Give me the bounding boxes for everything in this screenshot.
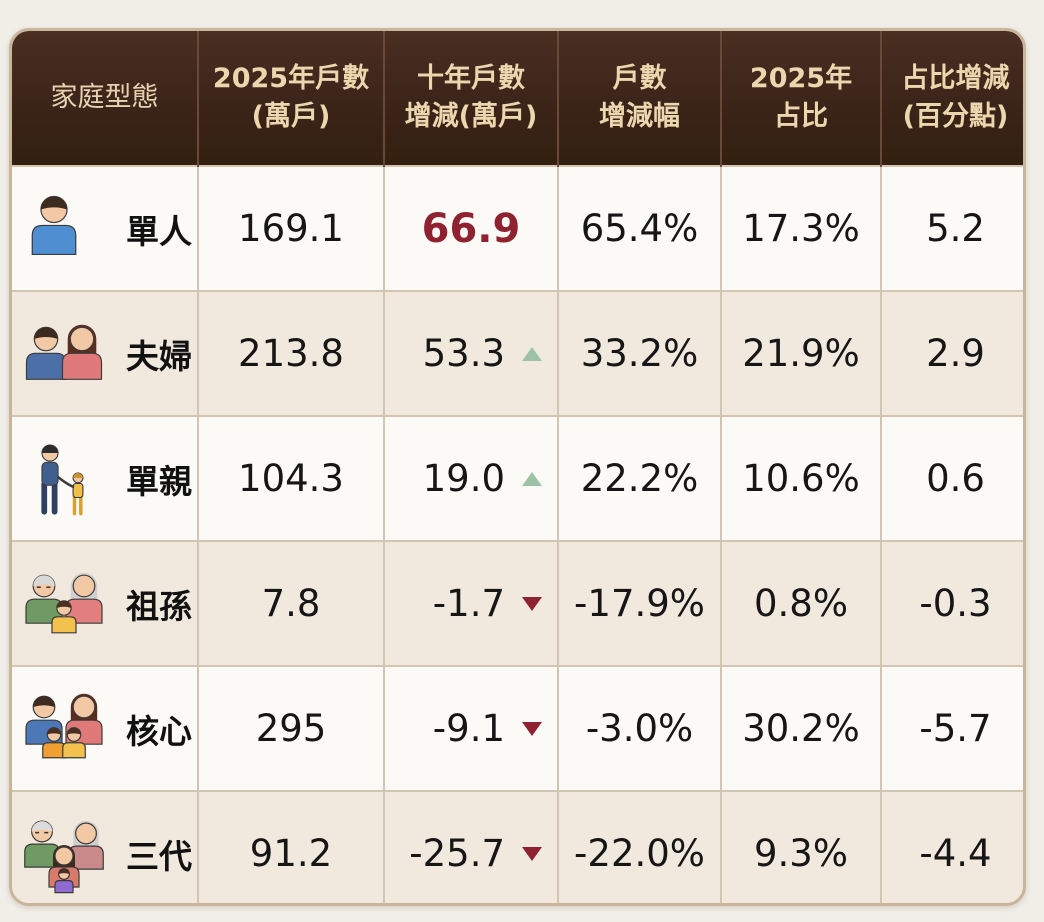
- triangle-up-icon: [522, 471, 542, 486]
- change-rate-cell: 65.4%: [558, 165, 722, 291]
- table-row: 核心 295 -9.1 -3.0% 30.2% -5.7: [12, 665, 1023, 791]
- household-table-card: 家庭型態 2025年戶數 (萬戶) 十年戶數 增減(萬戶) 戶數 增減幅 2025年 占比 占比增…: [9, 28, 1026, 906]
- column-header-line2: 增減(萬戶): [404, 101, 538, 132]
- ten-year-change-value: -1.7: [432, 582, 505, 625]
- ten-year-change-value: 53.3: [422, 332, 505, 375]
- household-type: 三代: [12, 814, 197, 894]
- ten-year-change: 19.0: [385, 457, 557, 500]
- share-2025-cell: 10.6%: [721, 415, 882, 541]
- three-generation-icon: [24, 820, 104, 893]
- column-header: 2025年戶數 (萬戶): [198, 31, 385, 166]
- column-header-line1: 2025年: [749, 63, 853, 94]
- household-type-cell: 單親: [12, 415, 199, 541]
- column-header-line2: (萬戶): [251, 101, 331, 132]
- ten-year-change-value: 66.9: [421, 205, 521, 252]
- household-type-label: 三代: [126, 836, 192, 876]
- table-row: 單人 169.1 66.9 65.4% 17.3% 5.2: [12, 165, 1023, 291]
- table-header-row: 家庭型態 2025年戶數 (萬戶) 十年戶數 增減(萬戶) 戶數 增減幅 2025年 占比 占比增…: [12, 31, 1023, 166]
- household-type: 單人: [12, 189, 197, 269]
- nuclear-family-icon: [25, 693, 103, 758]
- column-header-line2: 增減幅: [599, 101, 680, 132]
- ten-year-change-cell: 53.3: [384, 290, 559, 416]
- share-change-cell: -5.7: [881, 665, 1023, 791]
- ten-year-change: 53.3: [385, 332, 557, 375]
- table-row: 單親 104.3 19.0 22.2% 10.6% 0.6: [12, 415, 1023, 541]
- households-cell: 104.3: [198, 415, 385, 541]
- share-2025-cell: 21.9%: [721, 290, 882, 416]
- ten-year-change-value: -9.1: [432, 707, 505, 750]
- change-rate-cell: 33.2%: [558, 290, 722, 416]
- change-rate-cell: -22.0%: [558, 790, 722, 903]
- single-person-icon: [31, 195, 77, 255]
- table-row: 三代 91.2 -25.7 -22.0% 9.3% -4.4: [12, 790, 1023, 903]
- column-header-line1: 占比增減: [901, 63, 1010, 94]
- share-2025-cell: 9.3%: [721, 790, 882, 903]
- change-rate-cell: -17.9%: [558, 540, 722, 666]
- column-header: 占比增減 (百分點): [881, 31, 1023, 166]
- households-cell: 213.8: [198, 290, 385, 416]
- triangle-down-icon: [522, 846, 542, 861]
- households-cell: 169.1: [198, 165, 385, 291]
- household-type-cell: 單人: [12, 165, 199, 291]
- share-2025-cell: 30.2%: [721, 665, 882, 791]
- column-header: 戶數 增減幅: [558, 31, 722, 166]
- household-type: 單親: [12, 439, 197, 519]
- household-type: 祖孫: [12, 564, 197, 644]
- ten-year-change: -1.7: [385, 582, 557, 625]
- ten-year-change-cell: 19.0: [384, 415, 559, 541]
- household-type-label: 祖孫: [126, 586, 192, 626]
- household-type-label: 夫婦: [126, 336, 192, 376]
- column-header-line1: 十年戶數: [417, 63, 525, 94]
- column-header-line1: 戶數: [612, 63, 667, 94]
- column-header-line1: 2025年戶數: [212, 63, 370, 94]
- table-row: 夫婦 213.8 53.3 33.2% 21.9% 2.9: [12, 290, 1023, 416]
- household-type-cell: 三代: [12, 790, 199, 903]
- household-type-label: 單親: [126, 461, 192, 501]
- household-type-cell: 夫婦: [12, 290, 199, 416]
- column-header-line1: 家庭型態: [50, 82, 159, 113]
- column-header: 十年戶數增減(萬戶): [384, 31, 559, 166]
- ten-year-change: -9.1: [385, 707, 557, 750]
- household-type-cell: 核心: [12, 665, 199, 791]
- single-parent-icon: [41, 443, 84, 515]
- share-change-cell: 2.9: [881, 290, 1023, 416]
- share-change-cell: -4.4: [881, 790, 1023, 903]
- column-header: 家庭型態: [12, 31, 199, 166]
- household-type: 夫婦: [12, 314, 197, 394]
- households-cell: 7.8: [198, 540, 385, 666]
- share-change-cell: 0.6: [881, 415, 1023, 541]
- ten-year-change-cell: 66.9: [384, 165, 559, 291]
- column-header: 2025年占比: [721, 31, 882, 166]
- ten-year-change: 66.9: [385, 206, 557, 252]
- household-type-label: 單人: [126, 211, 192, 251]
- household-type: 核心: [12, 689, 197, 769]
- table-body: 單人 169.1 66.9 65.4% 17.3% 5.2 夫婦 213.8 53.3 33.2%…: [12, 165, 1023, 903]
- couple-icon: [25, 324, 103, 380]
- ten-year-change: -25.7: [385, 832, 557, 875]
- change-rate-cell: 22.2%: [558, 415, 722, 541]
- ten-year-change-cell: -1.7: [384, 540, 559, 666]
- grandparents-grandchild-icon: [25, 572, 103, 633]
- ten-year-change-cell: -9.1: [384, 665, 559, 791]
- households-cell: 295: [198, 665, 385, 791]
- ten-year-change-value: -25.7: [409, 832, 505, 875]
- share-2025-cell: 0.8%: [721, 540, 882, 666]
- triangle-up-icon: [522, 346, 542, 361]
- change-rate-cell: -3.0%: [558, 665, 722, 791]
- triangle-down-icon: [522, 596, 542, 611]
- triangle-down-icon: [522, 721, 542, 736]
- share-2025-cell: 17.3%: [721, 165, 882, 291]
- household-type-label: 核心: [126, 711, 192, 751]
- table-row: 祖孫 7.8 -1.7 -17.9% 0.8% -0.3: [12, 540, 1023, 666]
- household-table: 家庭型態 2025年戶數 (萬戶) 十年戶數 增減(萬戶) 戶數 增減幅 2025年 占比 占比增…: [12, 31, 1023, 903]
- household-type-cell: 祖孫: [12, 540, 199, 666]
- share-change-cell: -0.3: [881, 540, 1023, 666]
- households-cell: 91.2: [198, 790, 385, 903]
- column-header-line2: 占比: [774, 101, 828, 132]
- share-change-cell: 5.2: [881, 165, 1023, 291]
- ten-year-change-cell: -25.7: [384, 790, 559, 903]
- column-header-line2: (百分點): [902, 101, 1009, 132]
- ten-year-change-value: 19.0: [422, 457, 505, 500]
